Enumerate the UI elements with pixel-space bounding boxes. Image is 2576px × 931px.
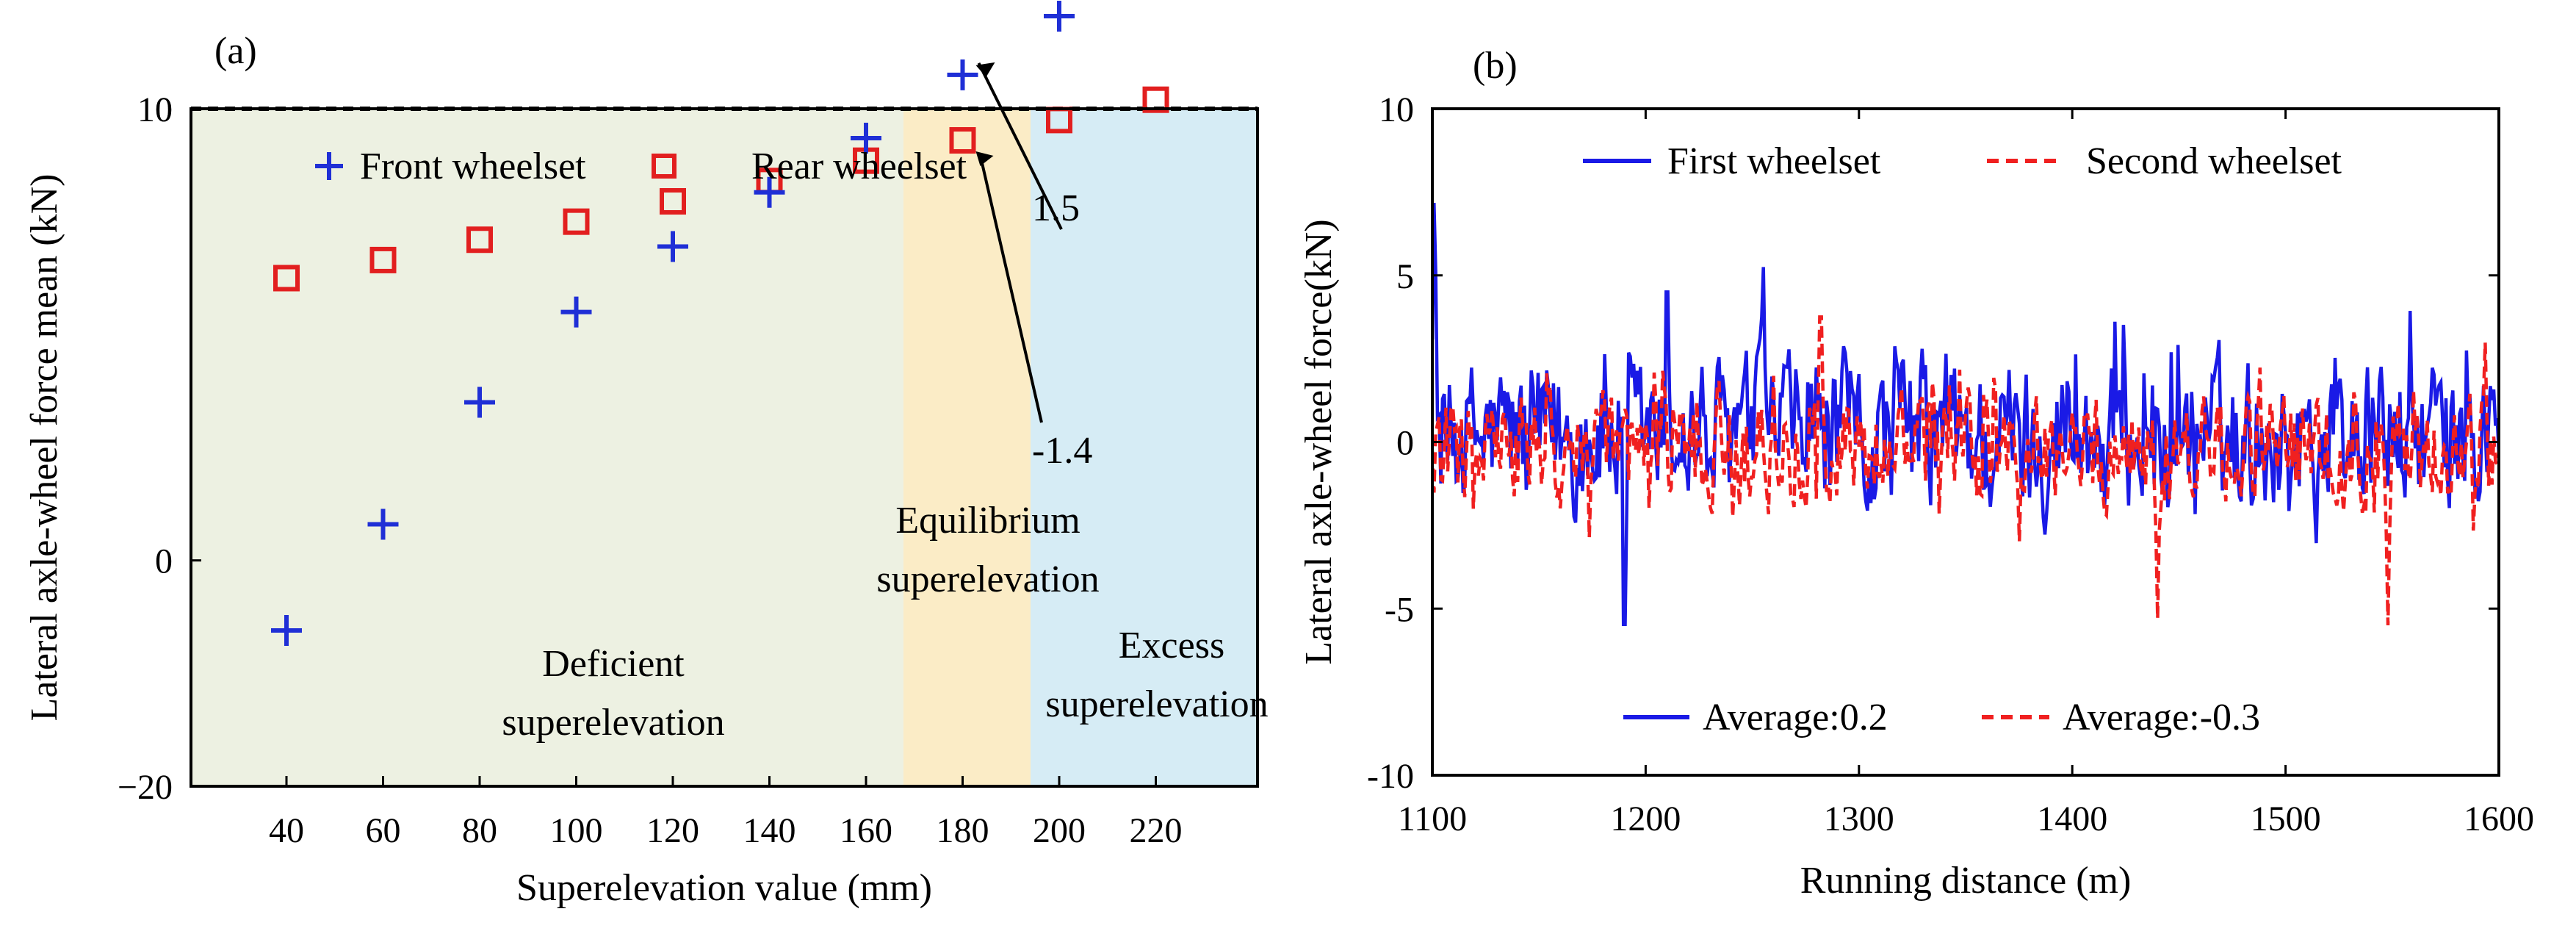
panel-b-y-axis-label: Lateral axle-wheel force(kN) (1298, 219, 1340, 664)
legend-rear-wheelset-symbol (652, 154, 677, 179)
front-wheelset-marker-100 (560, 296, 592, 328)
b-y-tick-label-3: -5 (1385, 590, 1414, 629)
second-wheelset-series-line (1432, 315, 2499, 625)
y-tick-label-2: 0 (155, 542, 173, 581)
x-tick-label-200: 200 (1033, 811, 1086, 850)
b-x-tick-label-1100: 1100 (1398, 799, 1467, 838)
region-excess-background (1031, 109, 1258, 786)
rear-wheelset-marker-40 (273, 265, 300, 292)
legend-first-average-label: Average:0.2 (1703, 697, 1888, 738)
legend-second-wheelset-label: Second wheelset (2086, 140, 2342, 182)
y-tick-label-1: 0 (155, 90, 173, 129)
region-excess-label-line-1: Excess (1119, 625, 1224, 666)
x-tick-label-180: 180 (937, 811, 989, 850)
rear-wheelset-marker-120 (660, 188, 686, 215)
front-wheelset-marker-80 (464, 387, 495, 418)
b-y-tick-label-4: -10 (1367, 757, 1414, 796)
region-deficient-label-line-2: superelevation (502, 702, 724, 744)
y-tick-label-3: −20 (118, 768, 173, 807)
panel-a-x-axis-label: Superelevation value (mm) (516, 867, 932, 909)
front-wheelset-marker-60 (367, 508, 399, 540)
annotation-front-arrowhead (975, 62, 995, 77)
region-equilibrium-label-line-2: superelevation (876, 558, 1099, 600)
panel-b-x-axis-label: Running distance (m) (1800, 860, 2132, 902)
panel-b-label: (b) (1473, 45, 1518, 87)
y-tick-label-0: 10 (137, 90, 173, 129)
panel-a-axes-frame (190, 107, 1259, 788)
region-deficient-label-line-1: Deficient (542, 643, 685, 685)
legend-first-wheelset-label: First wheelset (1667, 140, 1881, 182)
panel-a: (a) Deficient superelevation Equilibrium su… (24, 0, 1269, 909)
b-y-tick-label-0: 10 (1379, 90, 1414, 129)
b-x-tick-label-1400: 1400 (2037, 799, 2107, 838)
b-x-tick-label-1500: 1500 (2251, 799, 2321, 838)
b-x-tick-label-1200: 1200 (1610, 799, 1681, 838)
x-tick-label-160: 160 (840, 811, 892, 850)
region-equilibrium-background (903, 109, 1031, 786)
region-equilibrium-label-line-1: Equilibrium (895, 500, 1080, 542)
x-tick-label-60: 60 (366, 811, 401, 850)
b-y-tick-label-2: 0 (1396, 424, 1414, 463)
legend-front-wheelset-label: Front wheelset (360, 145, 586, 187)
legend-front-wheelset-symbol (315, 152, 343, 180)
first-wheelset-series-line (1432, 203, 2499, 627)
front-wheelset-marker-180 (947, 59, 978, 90)
b-x-tick-label-1600: 1600 (2464, 799, 2534, 838)
rear-wheelset-marker-100 (563, 208, 590, 235)
panel-a-label: (a) (214, 30, 257, 72)
b-x-tick-label-1300: 1300 (1824, 799, 1894, 838)
b-y-tick-label-1: 5 (1396, 257, 1414, 296)
panel-a-y-axis-label: Lateral axle-wheel force mean (kN) (24, 174, 65, 722)
x-tick-label-100: 100 (550, 811, 603, 850)
annotation-front-180-value: 1.5 (1032, 187, 1080, 229)
front-wheelset-marker-40 (271, 614, 302, 646)
front-wheelset-marker-140 (754, 176, 785, 208)
front-wheelset-marker-120 (657, 231, 688, 262)
region-deficient-background (191, 109, 903, 786)
annotation-rear-180-value: -1.4 (1032, 430, 1092, 472)
rear-wheelset-marker-80 (466, 226, 493, 254)
x-tick-label-80: 80 (462, 811, 497, 850)
rear-wheelset-marker-220 (1142, 86, 1169, 113)
legend-second-average-label: Average:-0.3 (2063, 697, 2260, 738)
front-wheelset-marker-160 (851, 122, 881, 154)
region-excess-label-line-2: superelevation (1045, 683, 1268, 725)
x-tick-label-40: 40 (269, 811, 304, 850)
x-tick-label-220: 220 (1130, 811, 1183, 850)
front-wheelset-marker-200 (1044, 0, 1075, 32)
annotation-rear-arrowhead (975, 151, 994, 167)
annotation-rear-arrow (978, 154, 1043, 423)
x-tick-label-120: 120 (646, 811, 699, 850)
rear-wheelset-marker-180 (949, 127, 976, 154)
x-tick-label-140: 140 (743, 811, 796, 850)
panel-b: (b) First wheelset Second wheelset Average… (1298, 45, 2534, 902)
legend-rear-wheelset-label: Rear wheelset (751, 145, 967, 187)
annotation-front-arrow (977, 62, 1063, 230)
rear-wheelset-marker-60 (369, 246, 397, 273)
